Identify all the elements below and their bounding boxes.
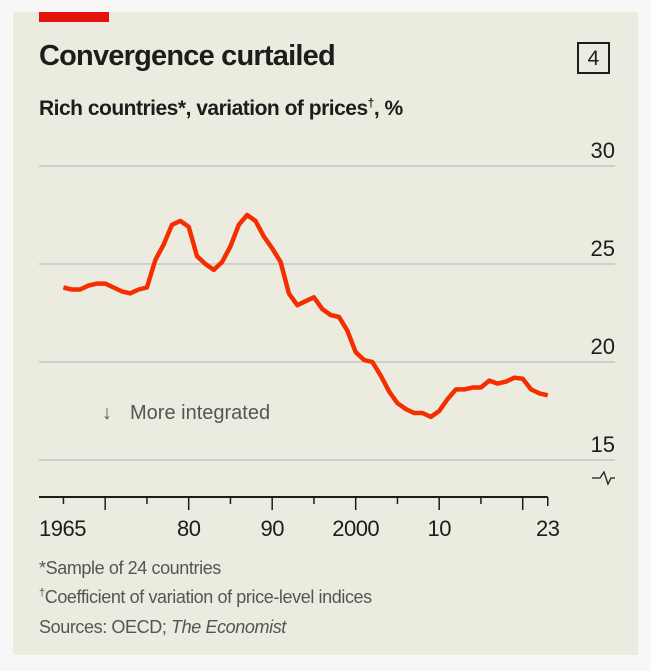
subtitle-footnote-mark: * — [177, 97, 186, 120]
x-tick-label-1965: 1965 — [39, 516, 86, 541]
subtitle-unit: , % — [373, 97, 403, 120]
series-line — [62, 212, 549, 420]
sources-text: Sources: OECD; — [39, 617, 172, 637]
sources: Sources: OECD; The Economist — [39, 617, 286, 638]
x-tick-label-80: 80 — [177, 516, 201, 541]
chart-number-badge: 4 — [577, 42, 610, 74]
axis-break-icon — [592, 470, 615, 486]
x-tick-label-90: 90 — [260, 516, 284, 541]
footnote-text: Coefficient of variation of price-level … — [44, 587, 372, 607]
sources-economist: The Economist — [171, 617, 286, 637]
chart-subtitle: Rich countries*, variation of prices†, % — [39, 96, 403, 121]
x-tick-label-23: 23 — [536, 516, 560, 541]
subtitle-footnote-mark: † — [367, 96, 375, 110]
brand-red-bar — [39, 12, 109, 22]
footnote-coefficient: †Coefficient of variation of price-level… — [39, 587, 372, 608]
annotation-more-integrated: More integrated — [130, 402, 270, 424]
x-tick-label-2000: 2000 — [332, 516, 379, 541]
chart-panel — [13, 12, 638, 655]
annotation-arrow-icon: ↓ — [102, 402, 112, 424]
y-tick-label-25: 25 — [591, 236, 615, 261]
x-tick-label-10: 10 — [427, 516, 451, 541]
chart-title: Convergence curtailed — [39, 40, 336, 72]
subtitle-text: Rich countries — [39, 97, 178, 120]
y-tick-label-15: 15 — [591, 432, 615, 457]
y-tick-label-20: 20 — [591, 334, 615, 359]
footnote-mark: † — [39, 587, 45, 599]
y-tick-label-30: 30 — [591, 138, 615, 163]
subtitle-text-mid: , variation of prices — [185, 97, 369, 120]
footnote-sample: *Sample of 24 countries — [39, 558, 221, 578]
